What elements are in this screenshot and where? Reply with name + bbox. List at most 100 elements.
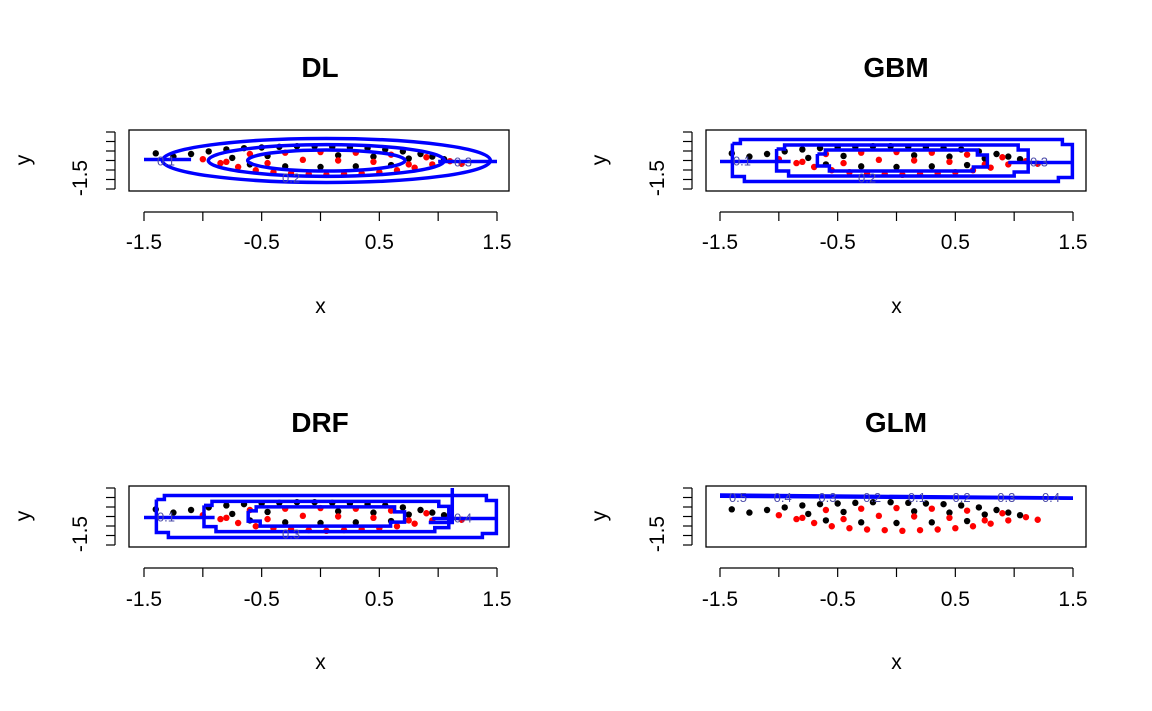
data-point xyxy=(810,519,818,527)
data-point xyxy=(799,146,806,153)
data-point xyxy=(234,163,242,171)
contour-label: 0.2 xyxy=(858,171,876,186)
data-point xyxy=(264,508,271,516)
data-point xyxy=(399,504,407,511)
x-tick-label: -0.5 xyxy=(820,588,856,611)
data-point xyxy=(334,157,342,164)
data-point xyxy=(1034,516,1041,523)
x-axis-label: x xyxy=(315,295,326,318)
contour-label: 0.5 xyxy=(729,490,747,505)
data-point xyxy=(840,159,847,167)
data-point xyxy=(958,502,965,509)
data-point xyxy=(223,502,230,509)
data-point xyxy=(264,515,271,523)
data-point xyxy=(264,159,271,167)
x-tick-label: 0.5 xyxy=(941,231,970,254)
contour-line xyxy=(719,493,1074,500)
data-point xyxy=(822,517,830,524)
x-tick-label: -1.5 xyxy=(126,588,162,611)
x-tick-label: 1.5 xyxy=(482,588,511,611)
data-point xyxy=(863,526,871,533)
data-point xyxy=(858,519,865,526)
plot-frame xyxy=(128,485,510,548)
data-point xyxy=(187,150,195,158)
data-point xyxy=(317,163,324,171)
data-point xyxy=(822,506,830,514)
x-tick-label: 0.5 xyxy=(365,588,394,611)
data-point xyxy=(910,513,918,520)
plot-frame xyxy=(128,129,510,192)
data-point xyxy=(875,512,883,520)
contour-label: 0.1 xyxy=(733,154,751,169)
contour-label: 0.2 xyxy=(953,490,971,505)
data-point xyxy=(411,520,418,527)
data-point xyxy=(393,523,401,530)
data-point xyxy=(893,163,900,171)
data-point xyxy=(370,509,377,516)
contour-label: 0.3 xyxy=(282,527,300,542)
data-point xyxy=(981,511,988,518)
data-point xyxy=(840,508,847,516)
y-tick-label: -1.5 xyxy=(646,516,669,552)
chart-title: DRF xyxy=(291,407,349,438)
data-point xyxy=(223,158,230,165)
panel-drf: DRF -1.5 -0.5 0.5 1.5 x -1.5 y 0.1 0.3 0.4 xyxy=(12,407,512,674)
data-point xyxy=(834,500,841,507)
contour-label: 0.1 xyxy=(157,154,175,169)
data-point xyxy=(928,519,935,526)
data-point xyxy=(205,148,212,155)
panel-glm: GLM -1.5 -0.5 0.5 1.5 x -1.5 y 0.5 0.4 0.3 0.2 0.1 0.… xyxy=(588,407,1088,674)
data-point xyxy=(170,509,177,516)
data-point xyxy=(899,527,906,534)
data-point xyxy=(805,510,812,518)
x-axis-label: x xyxy=(315,651,326,674)
y-tick-label: -1.5 xyxy=(646,160,669,196)
data-point xyxy=(423,154,430,161)
data-point xyxy=(405,511,412,518)
data-point xyxy=(793,515,800,523)
data-point xyxy=(993,506,1000,514)
data-point xyxy=(905,499,912,507)
data-point xyxy=(840,152,847,160)
data-point xyxy=(1022,513,1030,521)
data-point xyxy=(922,500,930,507)
data-point xyxy=(881,526,888,534)
data-point xyxy=(405,517,412,524)
data-point xyxy=(999,510,1006,517)
data-point xyxy=(352,163,359,170)
data-point xyxy=(963,507,971,514)
data-point xyxy=(763,506,771,514)
data-point xyxy=(928,163,935,170)
data-point xyxy=(299,156,307,164)
x-axis-label: x xyxy=(891,295,902,318)
x-tick-label: -1.5 xyxy=(702,588,738,611)
data-point xyxy=(999,154,1006,161)
data-point xyxy=(934,526,941,533)
contour-label: 0.2 xyxy=(863,490,881,505)
data-point xyxy=(893,504,900,512)
data-point xyxy=(387,507,395,514)
data-point xyxy=(916,526,924,534)
data-point xyxy=(763,150,771,158)
y-axis-label: y xyxy=(588,510,611,521)
y-tick-label: -1.5 xyxy=(69,516,92,552)
data-point xyxy=(946,509,953,516)
data-point xyxy=(852,499,859,507)
contour-label: 0.3 xyxy=(818,490,836,505)
contour-label: 0.4 xyxy=(774,490,792,505)
x-tick-label: -0.5 xyxy=(244,588,280,611)
data-point xyxy=(940,500,947,508)
data-point xyxy=(969,523,977,530)
data-point xyxy=(952,525,959,532)
contour-label: 0.2 xyxy=(282,171,300,186)
data-point xyxy=(217,159,224,167)
data-point xyxy=(334,152,342,159)
data-point xyxy=(816,500,824,508)
data-point xyxy=(875,156,883,164)
contour-line xyxy=(202,499,451,534)
contour-label: 0.3 xyxy=(1030,155,1048,170)
chart-title: DL xyxy=(301,52,338,83)
y-axis-label: y xyxy=(12,510,35,521)
data-point xyxy=(352,519,359,526)
